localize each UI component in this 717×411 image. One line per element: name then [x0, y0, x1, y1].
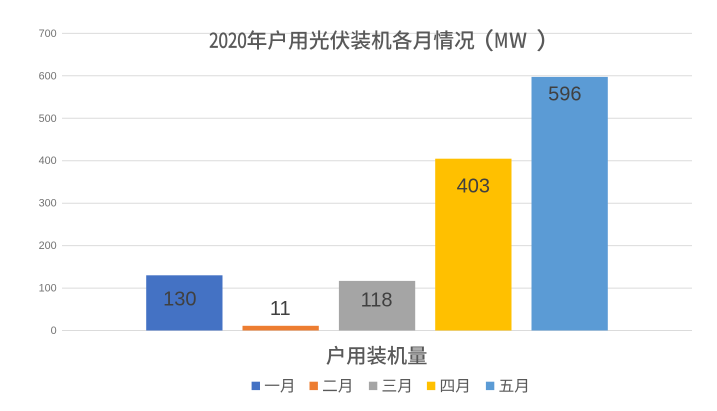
- svg-text:0: 0: [51, 325, 57, 337]
- svg-text:11: 11: [270, 298, 291, 320]
- svg-text:596: 596: [548, 84, 581, 106]
- svg-text:400: 400: [39, 155, 57, 167]
- svg-text:300: 300: [39, 198, 57, 210]
- svg-text:600: 600: [39, 70, 57, 82]
- svg-text:100: 100: [39, 283, 57, 295]
- svg-text:403: 403: [457, 176, 490, 198]
- svg-text:500: 500: [39, 113, 57, 125]
- svg-text:700: 700: [39, 28, 57, 40]
- svg-text:130: 130: [163, 288, 196, 310]
- svg-text:200: 200: [39, 240, 57, 252]
- svg-text:118: 118: [361, 289, 393, 311]
